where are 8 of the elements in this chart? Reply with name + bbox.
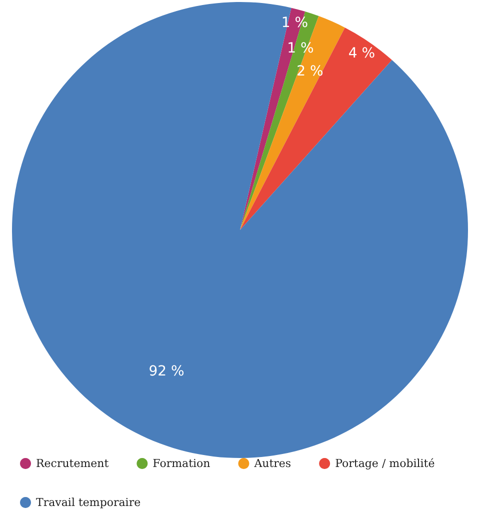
- data-label: 92 %: [148, 364, 184, 380]
- legend-label: Formation: [152, 457, 210, 470]
- data-label: 4 %: [348, 46, 376, 62]
- legend-label: Portage / mobilité: [335, 457, 435, 470]
- legend-label: Autres: [253, 457, 292, 470]
- data-label: 2 %: [296, 63, 324, 80]
- legend-label: Travail temporaire: [36, 496, 141, 509]
- legend-label: Recrutement: [36, 457, 110, 470]
